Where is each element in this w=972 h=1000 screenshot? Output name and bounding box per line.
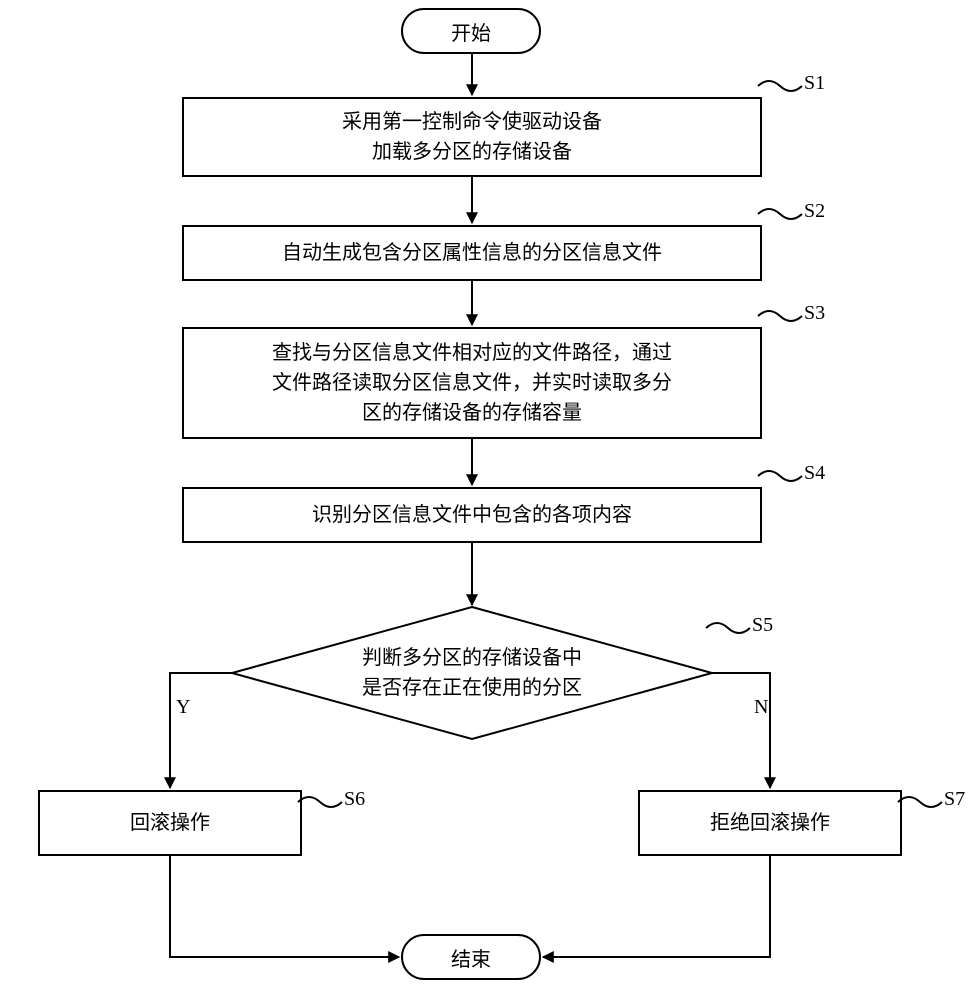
- arrow-s6-end: [170, 856, 399, 957]
- s2-text: 自动生成包含分区属性信息的分区信息文件: [272, 232, 672, 274]
- s3-text: 查找与分区信息文件相对应的文件路径，通过 文件路径读取分区信息文件，并实时读取多…: [262, 332, 682, 434]
- arrow-s5-s7: [712, 673, 770, 788]
- tilde-s1: [758, 81, 802, 91]
- branch-no: N: [754, 696, 768, 719]
- s5-text-wrap: 判断多分区的存储设备中 是否存在正在使用的分区: [302, 637, 642, 709]
- label-s6: S6: [344, 788, 365, 811]
- flowchart-canvas: 开始 采用第一控制命令使驱动设备 加载多分区的存储设备 自动生成包含分区属性信息…: [0, 0, 972, 1000]
- branch-yes: Y: [176, 696, 190, 719]
- label-s2: S2: [804, 200, 825, 223]
- s1-text: 采用第一控制命令使驱动设备 加载多分区的存储设备: [332, 101, 612, 173]
- tilde-s3: [758, 311, 802, 321]
- start-text: 开始: [451, 17, 491, 46]
- tilde-s4: [758, 471, 802, 481]
- tilde-s6: [298, 797, 342, 807]
- s6-text: 回滚操作: [120, 802, 220, 844]
- tilde-s2: [758, 209, 802, 219]
- tilde-s7: [898, 797, 942, 807]
- s4-text: 识别分区信息文件中包含的各项内容: [302, 494, 642, 536]
- s4-node: 识别分区信息文件中包含的各项内容: [182, 487, 762, 543]
- s3-node: 查找与分区信息文件相对应的文件路径，通过 文件路径读取分区信息文件，并实时读取多…: [182, 327, 762, 439]
- label-s3: S3: [804, 302, 825, 325]
- s5-text: 判断多分区的存储设备中 是否存在正在使用的分区: [362, 643, 582, 703]
- tilde-s5: [706, 623, 750, 633]
- s7-node: 拒绝回滚操作: [638, 790, 902, 856]
- arrow-s5-s6: [170, 673, 232, 788]
- s6-node: 回滚操作: [38, 790, 302, 856]
- start-node: 开始: [401, 8, 541, 54]
- end-text: 结束: [451, 943, 491, 972]
- arrow-s7-end: [543, 856, 770, 957]
- end-node: 结束: [401, 934, 541, 980]
- label-s7: S7: [944, 788, 965, 811]
- s1-node: 采用第一控制命令使驱动设备 加载多分区的存储设备: [182, 97, 762, 177]
- label-s1: S1: [804, 72, 825, 95]
- s2-node: 自动生成包含分区属性信息的分区信息文件: [182, 225, 762, 281]
- label-s5: S5: [752, 614, 773, 637]
- s7-text: 拒绝回滚操作: [700, 802, 840, 844]
- label-s4: S4: [804, 462, 825, 485]
